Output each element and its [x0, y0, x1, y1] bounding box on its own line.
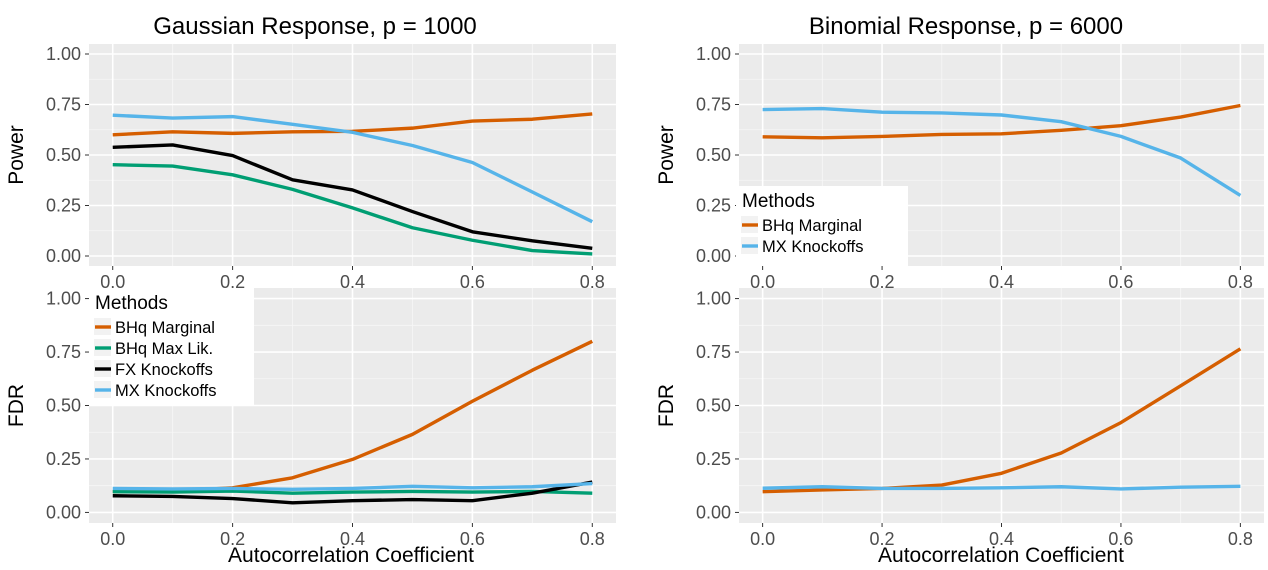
- legend-background: [736, 186, 908, 266]
- y-tick-label: 0.00: [46, 502, 81, 522]
- y-tick-label: 0.25: [696, 449, 731, 469]
- x-tick-label: 0.8: [1228, 272, 1253, 292]
- legend-label-bhq-max-lik: BHq Max Lik.: [115, 340, 213, 358]
- series-line-bhq-marginal: [762, 347, 1242, 494]
- x-axis-title-right: Autocorrelation Coefficient: [878, 544, 1124, 567]
- y-tick-label: 0.50: [46, 145, 81, 165]
- x-tick-label: 0.2: [870, 272, 895, 292]
- series-line-mx-knockoffs: [762, 484, 1241, 491]
- x-tick-label: 0.0: [750, 272, 775, 292]
- chart-panel-2: 0.00 0.25 0.50 0.75 1.00 0.0 0.2 0.4 0.6 0.8 Power…: [655, 44, 1264, 292]
- x-tick-label: 0.2: [220, 529, 245, 549]
- x-tick-label: 0.4: [989, 529, 1014, 549]
- chart-panel-1: 0.00 0.25 0.50 0.75 1.00 0.0 0.2 0.4 0.6 0.8 Power: [5, 44, 616, 292]
- x-tick-label: 0.6: [1108, 272, 1133, 292]
- y-tick-label: 1.00: [46, 289, 81, 309]
- legend-title: Methods: [742, 191, 815, 212]
- panel-title-binomial: Binomial Response, p = 6000: [809, 13, 1123, 40]
- series-line-mx-knockoffs: [112, 113, 594, 224]
- y-tick-label: 0.50: [46, 396, 81, 416]
- y-tick-label: 0.75: [696, 94, 731, 114]
- y-axis-title: FDR: [5, 384, 28, 427]
- x-tick-label: 0.0: [100, 272, 125, 292]
- x-tick-label: 0.0: [750, 529, 775, 549]
- x-tick-label: 0.8: [580, 272, 605, 292]
- x-tick-label: 0.6: [1108, 529, 1133, 549]
- series-line-bhq-max-lik: [112, 489, 593, 495]
- y-tick-label: 0.25: [46, 196, 81, 216]
- y-axis-title: FDR: [655, 384, 678, 427]
- y-axis-title: Power: [655, 125, 678, 185]
- x-tick-label: 0.0: [100, 529, 125, 549]
- series-line-mx-knockoffs: [762, 106, 1242, 197]
- chart-panel-3: 0.00 0.25 0.50 0.75 1.00 0.0 0.2 0.4 0.6 0.8 FDR Me…: [5, 288, 616, 549]
- series-line-mx-knockoffs: [112, 481, 593, 492]
- x-tick-label: 0.4: [989, 272, 1014, 292]
- legend-title: Methods: [95, 293, 168, 314]
- legend: Methods BHq Marginal MX Knockoffs: [736, 186, 908, 266]
- legend-label-mx-knockoffs: MX Knockoffs: [115, 382, 217, 400]
- y-tick-label: 0.50: [696, 396, 731, 416]
- legend: Methods BHq Marginal BHq Max Lik. FX Knocko…: [89, 288, 254, 405]
- y-tick-label: 0.50: [696, 145, 731, 165]
- y-tick-label: 1.00: [696, 44, 731, 64]
- legend-label-mx-knockoffs: MX Knockoffs: [762, 238, 864, 256]
- x-tick-label: 0.2: [870, 529, 895, 549]
- x-tick-label: 0.6: [460, 272, 485, 292]
- y-tick-label: 0.00: [696, 502, 731, 522]
- x-tick-label: 0.8: [580, 529, 605, 549]
- y-tick-label: 0.00: [696, 246, 731, 266]
- series-line-bhq-max-lik: [112, 163, 593, 256]
- x-tick-label: 0.2: [220, 272, 245, 292]
- y-tick-label: 1.00: [696, 289, 731, 309]
- x-tick-label: 0.6: [460, 529, 485, 549]
- x-axis-title-left: Autocorrelation Coefficient: [228, 544, 474, 567]
- legend-background: [89, 288, 254, 405]
- x-tick-label: 0.4: [340, 529, 365, 549]
- y-tick-label: 0.75: [696, 342, 731, 362]
- series-line-bhq-marginal: [762, 103, 1241, 140]
- x-tick-label: 0.8: [1228, 529, 1253, 549]
- y-tick-label: 0.25: [46, 449, 81, 469]
- legend-label-bhq-marginal: BHq Marginal: [115, 319, 215, 337]
- y-tick-label: 0.75: [46, 342, 81, 362]
- y-tick-label: 1.00: [46, 44, 81, 64]
- panel-title-gaussian: Gaussian Response, p = 1000: [153, 13, 477, 40]
- chart-panel-4: 0.00 0.25 0.50 0.75 1.00 0.0 0.2 0.4 0.6 0.8 FDR: [655, 288, 1264, 549]
- y-tick-label: 0.75: [46, 94, 81, 114]
- y-tick-label: 0.00: [46, 246, 81, 266]
- series-line-fx-knockoffs: [112, 480, 593, 505]
- legend-label-bhq-marginal: BHq Marginal: [762, 217, 862, 235]
- series-line-fx-knockoffs: [112, 143, 593, 251]
- y-axis-title: Power: [5, 125, 28, 185]
- x-tick-label: 0.4: [340, 272, 365, 292]
- y-tick-label: 0.25: [696, 196, 731, 216]
- legend-label-fx-knockoffs: FX Knockoffs: [115, 361, 213, 379]
